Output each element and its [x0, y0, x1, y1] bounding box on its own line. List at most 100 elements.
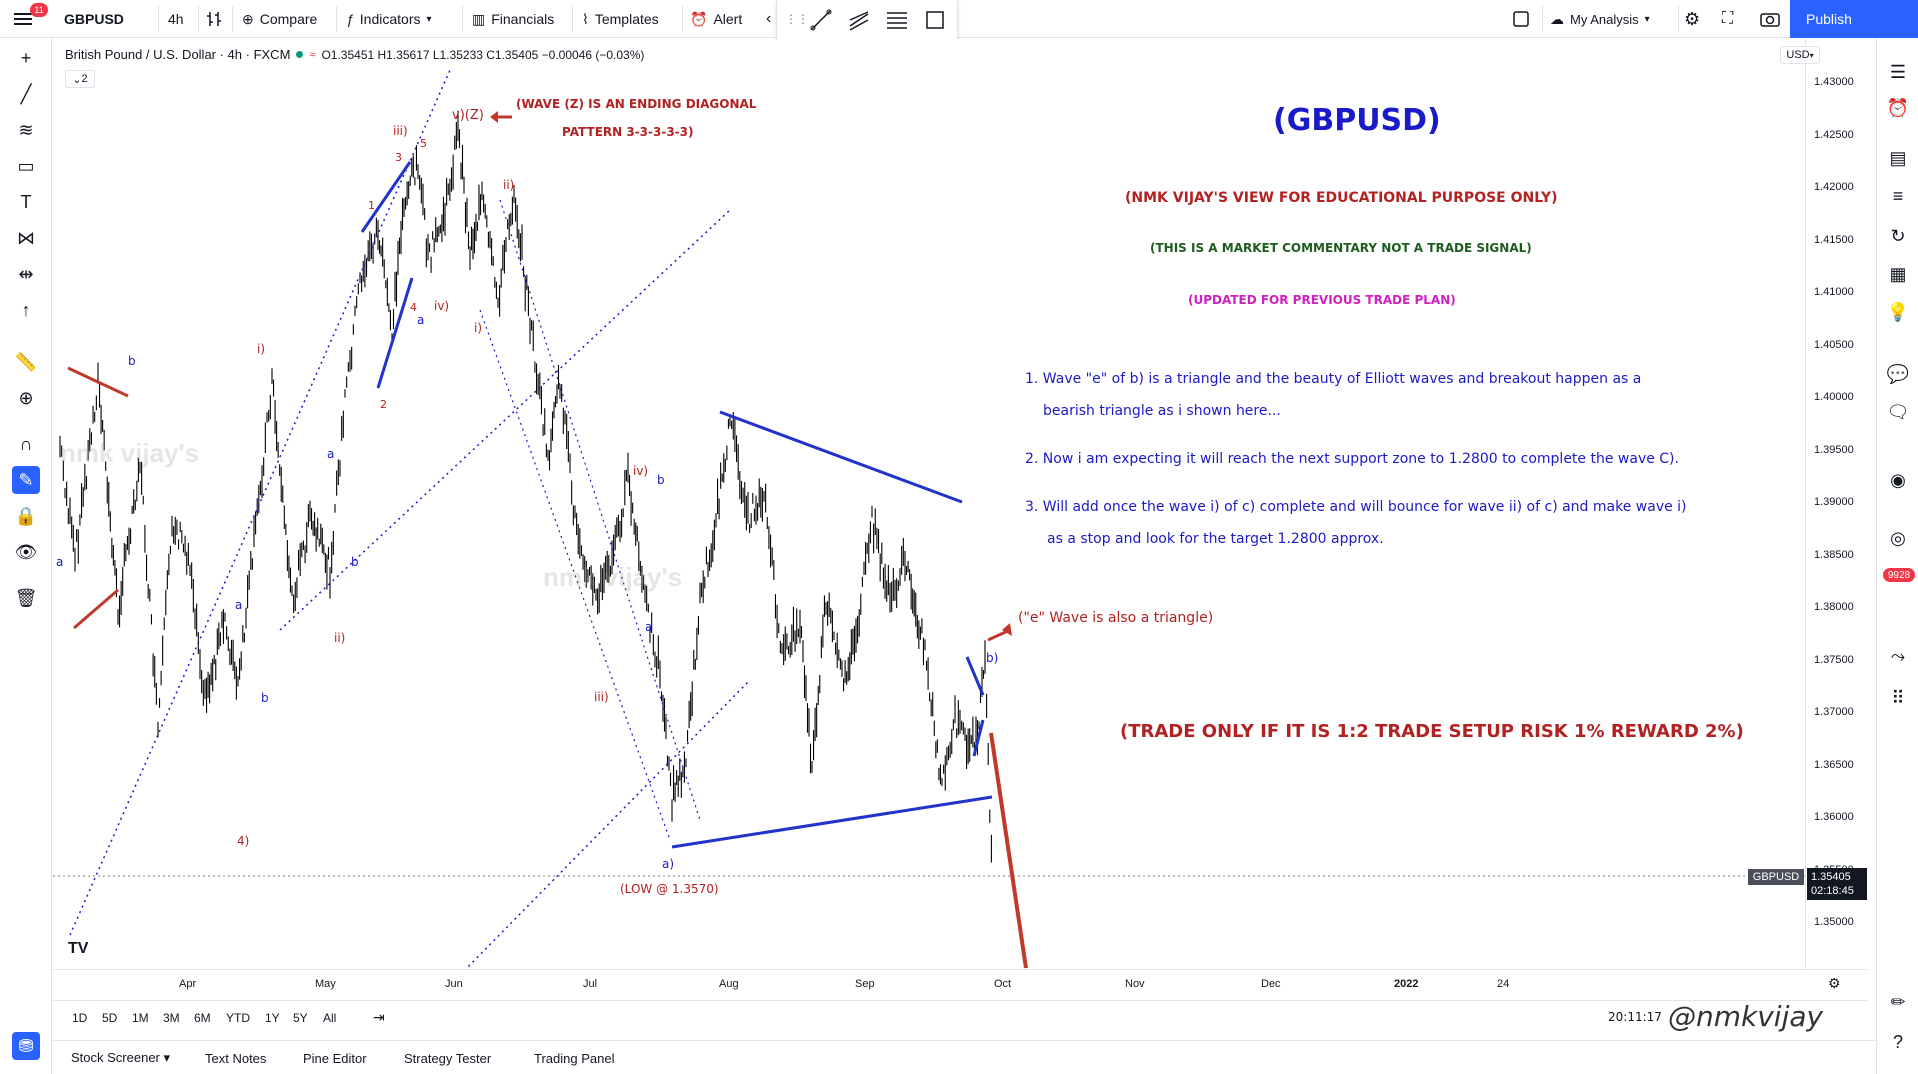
- streams-icon[interactable]: ◉: [1890, 469, 1906, 490]
- calendar-range-icon[interactable]: ⇥: [373, 1009, 385, 1025]
- pitchfork-icon[interactable]: ≋: [18, 119, 34, 140]
- pattern-icon[interactable]: ⋈: [17, 227, 35, 248]
- notification-badge: 11: [30, 3, 48, 17]
- my-analysis-label: My Analysis: [1570, 11, 1639, 27]
- zoom-in-icon[interactable]: ⊕: [18, 387, 34, 408]
- fib-retracement-icon[interactable]: [885, 8, 909, 32]
- history-icon[interactable]: ↻: [1890, 225, 1906, 246]
- bottom-tab-stock-screener[interactable]: Stock Screener ▾: [71, 1050, 171, 1065]
- trend-icon[interactable]: ⤳: [1890, 645, 1906, 666]
- range-button-5y[interactable]: 5Y: [293, 1011, 308, 1025]
- bar-style-icon[interactable]: [206, 0, 222, 38]
- range-button-1m[interactable]: 1M: [132, 1011, 149, 1025]
- help-icon[interactable]: ?: [1892, 1031, 1903, 1052]
- compare-label: Compare: [259, 11, 318, 27]
- range-button-1d[interactable]: 1D: [72, 1011, 88, 1025]
- crosshair-icon[interactable]: +: [20, 47, 32, 68]
- price-tick-label: 1.43000: [1814, 76, 1854, 88]
- magnet-icon[interactable]: ∩: [19, 433, 33, 454]
- clock-readout[interactable]: 20:11:17: [1608, 1010, 1662, 1024]
- chevron-left-icon[interactable]: ‹: [766, 10, 772, 27]
- currency-label: USD: [1786, 49, 1810, 61]
- broadcast-icon[interactable]: ◎: [1890, 527, 1906, 548]
- price-tick-label: 1.36000: [1814, 811, 1854, 823]
- time-axis[interactable]: Apr May Jun Jul Aug Sep Oct Nov Dec 2022 24: [53, 969, 1868, 999]
- indicators-button[interactable]: ƒ Indicators ▾: [346, 0, 432, 38]
- range-button-3m[interactable]: 3M: [163, 1011, 180, 1025]
- wave-label: ii): [334, 631, 346, 645]
- price-axis[interactable]: 1.43000 1.42500 1.42000 1.41500 1.41000 1.405…: [1805, 39, 1871, 969]
- wave-icon: ≈: [309, 48, 316, 61]
- legend-title[interactable]: British Pound / U.S. Dollar · 4h · FXCM: [65, 47, 291, 62]
- hotlist-icon[interactable]: ≡: [1892, 185, 1904, 206]
- bottom-tab-strategy-tester[interactable]: Strategy Tester: [404, 1050, 492, 1066]
- wave-label: 3: [395, 151, 402, 164]
- collapse-legend-button[interactable]: ⌄ 2: [65, 70, 95, 88]
- chats-icon[interactable]: 🗨: [1886, 401, 1910, 422]
- chat-icon[interactable]: 💬: [1886, 363, 1910, 384]
- chart-pane[interactable]: [53, 39, 1868, 969]
- my-analysis-button[interactable]: ☁ My Analysis ▾: [1550, 0, 1650, 38]
- bottom-tab-pine-editor[interactable]: Pine Editor: [303, 1050, 367, 1066]
- watchlist-icon[interactable]: ☰: [1889, 61, 1907, 82]
- templates-button[interactable]: ⌇ Templates: [582, 0, 659, 38]
- object-tree-icon[interactable]: ⛃: [12, 1032, 40, 1060]
- range-button-ytd[interactable]: YTD: [226, 1011, 250, 1025]
- notification-count-badge: 9928: [1883, 568, 1915, 582]
- bottom-tab-trading-panel[interactable]: Trading Panel: [534, 1050, 615, 1066]
- gear-icon[interactable]: ⚙: [1828, 975, 1841, 991]
- range-button-all[interactable]: All: [323, 1011, 337, 1025]
- prediction-icon[interactable]: ⇹: [18, 263, 34, 284]
- last-price-value: 1.35405: [1811, 871, 1851, 883]
- trend-line-icon[interactable]: ╱: [20, 83, 32, 104]
- text-tool-icon[interactable]: T: [20, 191, 32, 212]
- eye-icon[interactable]: 👁: [14, 541, 38, 562]
- pencil-icon[interactable]: ✏: [1890, 991, 1906, 1012]
- bar-chart-icon: ▥: [472, 10, 486, 27]
- stay-in-drawing-icon[interactable]: ✎: [12, 466, 40, 494]
- wave-label: b: [128, 354, 136, 368]
- interval-button[interactable]: 4h: [168, 11, 184, 27]
- wave-label: a: [417, 313, 425, 327]
- bottom-tab-text-notes[interactable]: Text Notes: [205, 1050, 267, 1066]
- data-window-icon[interactable]: ▤: [1889, 147, 1907, 168]
- diagonal-wave-line: [376, 277, 414, 389]
- currency-selector[interactable]: USD ▾: [1780, 46, 1820, 64]
- drag-handle-icon[interactable]: ⋮⋮: [785, 12, 809, 26]
- ruler-icon[interactable]: 📏: [14, 351, 38, 372]
- compare-button[interactable]: ⊕ Compare: [242, 0, 317, 38]
- dotted-wave-line: [499, 199, 701, 821]
- publish-button[interactable]: Publish: [1790, 0, 1918, 38]
- ideas-icon[interactable]: 💡: [1886, 301, 1910, 322]
- point3-annotation: 3. Will add once the wave i) of c) compl…: [1025, 499, 1687, 515]
- range-button-1y[interactable]: 1Y: [265, 1011, 280, 1025]
- point2-annotation: 2. Now i am expecting it will reach the …: [1025, 451, 1679, 467]
- arrow-up-icon[interactable]: ↑: [21, 299, 31, 320]
- range-button-6m[interactable]: 6M: [194, 1011, 211, 1025]
- wave-label: 4): [237, 834, 250, 848]
- trash-icon[interactable]: 🗑: [14, 587, 38, 608]
- camera-icon[interactable]: [1760, 0, 1780, 38]
- alarm-clock-icon[interactable]: ⏰: [1886, 97, 1910, 118]
- alert-button[interactable]: ⏰ Alert: [690, 0, 742, 38]
- price-tick-label: 1.42000: [1814, 181, 1854, 193]
- financials-button[interactable]: ▥ Financials: [472, 0, 554, 38]
- wave-label: v)(Z): [452, 108, 484, 123]
- chevron-down-icon: ▾: [1644, 13, 1650, 25]
- dots-grid-icon[interactable]: ⠿: [1891, 687, 1905, 708]
- calendar-icon[interactable]: ▦: [1889, 263, 1907, 284]
- lock-icon[interactable]: 🔒: [14, 505, 38, 526]
- gear-icon[interactable]: ⚙: [1684, 8, 1701, 29]
- time-tick-label: Aug: [719, 978, 739, 990]
- dotted-channel-line: [464, 679, 751, 969]
- symbol-search[interactable]: GBPUSD: [64, 11, 124, 27]
- range-button-5d[interactable]: 5D: [102, 1011, 118, 1025]
- square-icon[interactable]: [1512, 0, 1530, 38]
- pitchfork-icon[interactable]: [847, 8, 871, 32]
- rectangle-icon[interactable]: [923, 8, 947, 32]
- rectangle-icon[interactable]: ▭: [17, 155, 35, 176]
- trend-line-icon[interactable]: [809, 8, 833, 32]
- fullscreen-icon[interactable]: ⛶: [1722, 10, 1734, 27]
- disclaimer-annotation: (NMK VIJAY'S VIEW FOR EDUCATIONAL PURPOS…: [1125, 190, 1558, 206]
- menu-icon[interactable]: [14, 0, 32, 38]
